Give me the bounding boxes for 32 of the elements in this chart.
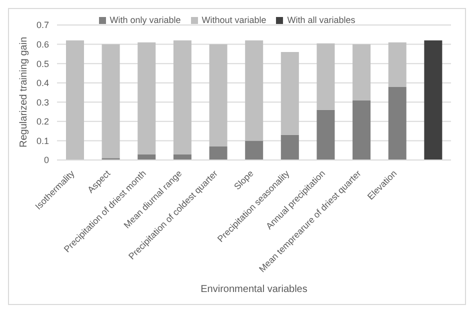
bar xyxy=(209,44,228,146)
x-axis-title: Environmental variables xyxy=(200,284,308,295)
y-axis-title: Regularized training gain xyxy=(18,36,30,148)
legend-label: With all variables xyxy=(287,15,356,25)
y-tick-label: 0.6 xyxy=(36,39,49,50)
bar xyxy=(280,134,299,160)
bar xyxy=(424,40,442,160)
bar xyxy=(245,140,264,160)
bar xyxy=(173,154,192,160)
bar xyxy=(173,40,192,154)
bar xyxy=(280,52,299,135)
bar xyxy=(245,40,264,141)
bar xyxy=(66,40,84,160)
y-tick-label: 0.2 xyxy=(36,116,49,127)
y-tick-label: 0.1 xyxy=(36,136,49,146)
bar xyxy=(388,42,406,87)
y-tick-label: 0.5 xyxy=(36,58,49,69)
legend-label: With only variable xyxy=(110,15,181,25)
y-tick-label: 0.7 xyxy=(36,20,49,30)
y-tick-label: 0 xyxy=(44,155,49,166)
y-tick-label: 0.3 xyxy=(36,97,49,108)
bar xyxy=(102,44,120,158)
bar xyxy=(388,86,406,160)
bar xyxy=(138,154,156,160)
y-tick-label: 0.4 xyxy=(36,78,49,88)
bar xyxy=(316,110,335,160)
bar xyxy=(138,42,156,154)
bar xyxy=(209,146,228,160)
legend-label: Without variable xyxy=(202,15,266,25)
bar xyxy=(316,43,335,110)
bar xyxy=(352,100,371,160)
bar xyxy=(352,44,371,100)
